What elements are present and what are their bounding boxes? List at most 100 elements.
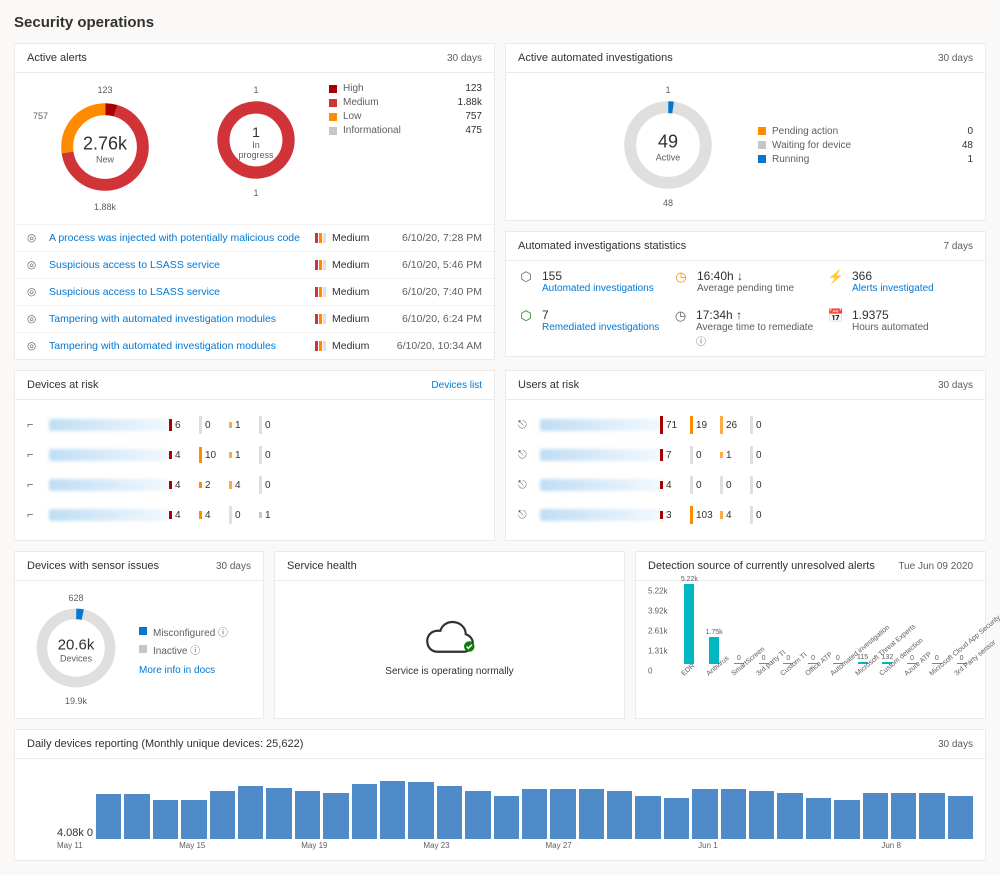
chart-bar[interactable] xyxy=(635,796,660,839)
more-info-link[interactable]: More info in docs xyxy=(139,665,251,676)
legend-item[interactable]: Inactive ⓘ xyxy=(139,642,251,657)
legend-item[interactable]: Medium1.88k xyxy=(329,97,482,108)
x-tick-label xyxy=(362,841,393,850)
risk-count-cell: 4 xyxy=(660,476,684,494)
legend-item[interactable]: High123 xyxy=(329,83,482,94)
chart-bar[interactable] xyxy=(777,793,802,839)
detection-bar-chart[interactable]: 5.22k3.92k2.61k1.31k05.22kEDR1.75kAntivi… xyxy=(648,591,973,671)
legend-item[interactable]: Waiting for device48 xyxy=(758,140,973,151)
x-tick-label xyxy=(515,841,546,850)
risk-row[interactable]: ⌐4401 xyxy=(27,500,482,530)
bar-x-label: Microsoft Cloud App Security xyxy=(928,666,940,678)
risk-row[interactable]: ⎋4000 xyxy=(518,470,973,500)
service-status-text: Service is operating normally xyxy=(385,666,513,677)
alerts-legend: High123 Medium1.88k Low757 Informational475 xyxy=(329,83,482,139)
alert-title[interactable]: Tampering with automated investigation m… xyxy=(49,313,315,325)
legend-label: High xyxy=(343,83,446,94)
legend-item[interactable]: Pending action0 xyxy=(758,126,973,137)
chart-bar[interactable] xyxy=(352,784,377,839)
chart-bar[interactable] xyxy=(408,782,433,839)
risk-row[interactable]: ⌐6010 xyxy=(27,410,482,440)
chart-bar[interactable] xyxy=(522,789,547,839)
period-selector[interactable]: 30 days xyxy=(938,53,973,64)
period-selector[interactable]: 30 days xyxy=(216,561,251,572)
alert-row[interactable]: ◎ Suspicious access to LSASS service Med… xyxy=(15,251,494,278)
chart-bar[interactable] xyxy=(806,798,831,839)
alert-row[interactable]: ◎ A process was injected with potentiall… xyxy=(15,224,494,251)
alert-title[interactable]: Suspicious access to LSASS service xyxy=(49,286,315,298)
chart-bar[interactable] xyxy=(124,794,149,839)
alert-row[interactable]: ◎ Suspicious access to LSASS service Med… xyxy=(15,278,494,305)
stat-value: 155 xyxy=(542,269,654,283)
chart-bar[interactable] xyxy=(295,791,320,839)
legend-item[interactable]: Informational475 xyxy=(329,125,482,136)
investigations-donut[interactable]: 49 Active 1 48 xyxy=(618,95,718,198)
alert-title[interactable]: Tampering with automated investigation m… xyxy=(49,340,315,352)
chart-bar[interactable] xyxy=(721,789,746,839)
chart-bar[interactable] xyxy=(664,798,689,839)
chart-bar[interactable] xyxy=(550,789,575,839)
chart-bar[interactable]: 1.75kAntivirus xyxy=(703,629,726,671)
chart-bar[interactable] xyxy=(323,793,348,839)
chart-bar[interactable] xyxy=(266,788,291,839)
chart-bar[interactable] xyxy=(834,800,859,839)
chart-bar[interactable] xyxy=(919,793,944,839)
alert-title[interactable]: Suspicious access to LSASS service xyxy=(49,259,315,271)
bar-value-label: 0 xyxy=(762,655,766,662)
period-selector[interactable]: 7 days xyxy=(944,241,973,252)
chart-bar[interactable]: 0SmartScreen xyxy=(728,655,751,671)
legend-item[interactable]: Misconfigured ⓘ xyxy=(139,624,251,639)
x-tick-label xyxy=(607,841,638,850)
chart-bar[interactable]: 5.22kEDR xyxy=(678,576,701,671)
legend-item[interactable]: Low757 xyxy=(329,111,482,122)
devices-list-link[interactable]: Devices list xyxy=(431,380,482,391)
chart-bar[interactable] xyxy=(96,794,121,839)
risk-row[interactable]: ⌐4240 xyxy=(27,470,482,500)
severity-bars xyxy=(315,287,326,297)
chart-bar[interactable] xyxy=(380,781,405,839)
alert-row[interactable]: ◎ Tampering with automated investigation… xyxy=(15,305,494,332)
alerts-inprogress-donut[interactable]: 1 In progress 1 1 xyxy=(213,97,299,186)
daily-bar-chart[interactable]: 4.08k 0 xyxy=(27,769,973,839)
alert-severity: Medium xyxy=(332,286,382,298)
chart-bar[interactable] xyxy=(863,793,888,839)
alerts-new-donut[interactable]: 2.76k New 123 1.88k 757 xyxy=(55,97,155,200)
risk-count-cell: 4 xyxy=(169,446,193,464)
stat-item[interactable]: ⚡ 366 Alerts investigated xyxy=(828,269,973,294)
chart-bar[interactable] xyxy=(494,796,519,839)
risk-count-cell: 26 xyxy=(720,416,744,434)
chart-bar[interactable] xyxy=(607,791,632,839)
legend-item[interactable]: Running1 xyxy=(758,154,973,165)
chart-bar[interactable] xyxy=(579,789,604,839)
period-selector[interactable]: 30 days xyxy=(938,380,973,391)
risk-row[interactable]: ⎋310340 xyxy=(518,500,973,530)
chart-bar[interactable] xyxy=(181,800,206,839)
alert-row[interactable]: ◎ Tampering with automated investigation… xyxy=(15,332,494,359)
y-tick-label: 3.92k xyxy=(648,607,668,616)
period-selector[interactable]: 30 days xyxy=(938,739,973,750)
stat-label[interactable]: Automated investigations xyxy=(542,283,654,294)
chart-bar[interactable] xyxy=(437,786,462,839)
sensor-donut[interactable]: 20.6k Devices 628 19.9k xyxy=(31,603,121,696)
period-selector[interactable]: 30 days xyxy=(447,53,482,64)
chart-bar[interactable] xyxy=(465,791,490,839)
stat-icon: ◷ xyxy=(673,308,688,324)
chart-bar[interactable] xyxy=(948,796,973,839)
active-alerts-card: Active alerts 30 days 2.76k New 123 1.88… xyxy=(14,43,495,360)
alert-title[interactable]: A process was injected with potentially … xyxy=(49,232,315,244)
alert-severity: Medium xyxy=(332,313,382,325)
chart-bar[interactable] xyxy=(210,791,235,839)
stat-item[interactable]: ⬡ 155 Automated investigations xyxy=(518,269,663,294)
chart-bar[interactable] xyxy=(238,786,263,839)
stat-label[interactable]: Alerts investigated xyxy=(852,283,934,294)
risk-row[interactable]: ⎋7010 xyxy=(518,440,973,470)
stat-item[interactable]: ⬡ 7 Remediated investigations xyxy=(518,308,663,348)
chart-bar[interactable] xyxy=(749,791,774,839)
chart-bar[interactable] xyxy=(153,800,178,839)
risk-row[interactable]: ⎋7119260 xyxy=(518,410,973,440)
chart-bar[interactable] xyxy=(692,789,717,839)
stat-label[interactable]: Remediated investigations xyxy=(542,322,659,333)
risk-row[interactable]: ⌐41010 xyxy=(27,440,482,470)
legend-label: Waiting for device xyxy=(772,140,937,151)
chart-bar[interactable] xyxy=(891,793,916,839)
